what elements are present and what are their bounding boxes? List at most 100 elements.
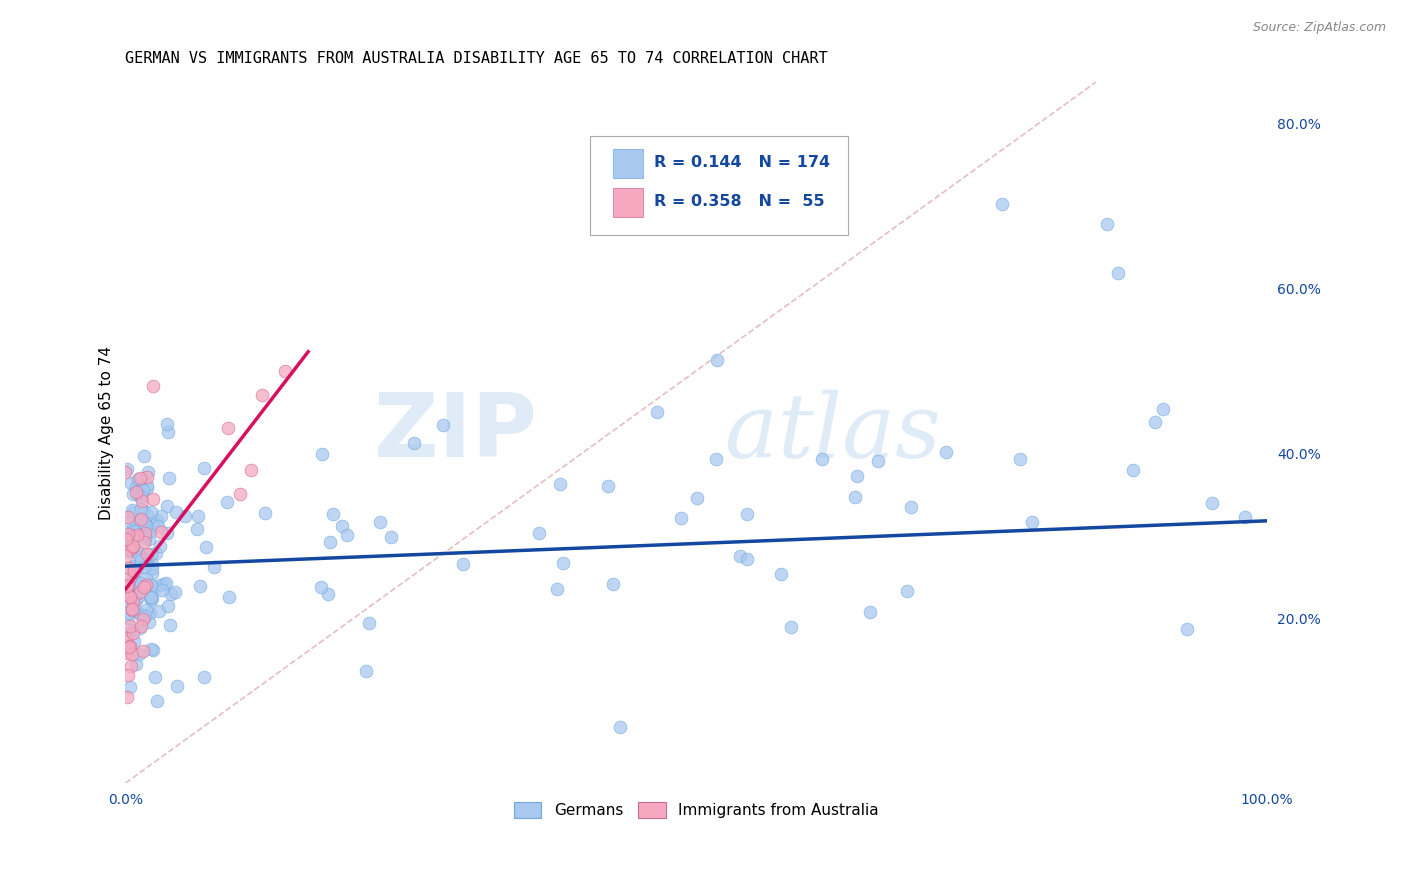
- Point: [1201, 496, 1223, 510]
- Point: [319, 534, 342, 549]
- Point: [125, 604, 148, 618]
- Point: [316, 587, 339, 601]
- Point: [174, 508, 197, 523]
- Point: [380, 530, 402, 544]
- Point: [735, 552, 758, 566]
- Point: [135, 508, 157, 522]
- Point: [118, 533, 141, 547]
- Point: [142, 643, 165, 657]
- Point: [117, 668, 139, 682]
- Point: [121, 503, 143, 517]
- Point: [122, 564, 145, 578]
- Point: [274, 364, 297, 378]
- Point: [139, 590, 162, 604]
- Text: GERMAN VS IMMIGRANTS FROM AUSTRALIA DISABILITY AGE 65 TO 74 CORRELATION CHART: GERMAN VS IMMIGRANTS FROM AUSTRALIA DISA…: [125, 51, 828, 66]
- Point: [122, 505, 145, 519]
- Point: [117, 531, 139, 545]
- Point: [132, 550, 155, 565]
- Point: [115, 646, 138, 660]
- Point: [311, 580, 333, 594]
- Point: [135, 519, 157, 533]
- Point: [336, 528, 359, 542]
- Point: [156, 499, 179, 513]
- Point: [118, 541, 141, 556]
- Point: [129, 619, 152, 633]
- Point: [858, 605, 880, 619]
- Point: [121, 560, 143, 574]
- Point: [141, 561, 163, 575]
- Point: [118, 514, 141, 528]
- Point: [935, 445, 957, 459]
- Point: [1010, 452, 1032, 467]
- Point: [143, 580, 166, 594]
- Point: [546, 582, 568, 596]
- Point: [142, 378, 165, 392]
- Point: [1107, 266, 1129, 280]
- Point: [218, 590, 240, 604]
- Point: [115, 579, 138, 593]
- Point: [188, 579, 211, 593]
- Point: [117, 560, 139, 574]
- Text: atlas: atlas: [725, 389, 941, 476]
- Point: [132, 516, 155, 531]
- Point: [125, 516, 148, 530]
- Point: [128, 549, 150, 563]
- Point: [131, 493, 153, 508]
- Point: [128, 484, 150, 499]
- Point: [145, 512, 167, 526]
- Point: [125, 480, 148, 494]
- Point: [359, 616, 381, 631]
- Point: [669, 511, 692, 525]
- Point: [1152, 401, 1174, 416]
- Point: [127, 559, 149, 574]
- Point: [163, 585, 186, 599]
- Point: [127, 545, 149, 559]
- Point: [354, 664, 377, 678]
- Point: [121, 529, 143, 543]
- Point: [141, 593, 163, 607]
- Point: [129, 576, 152, 591]
- Point: [141, 505, 163, 519]
- Point: [166, 679, 188, 693]
- Point: [122, 524, 145, 538]
- Point: [1144, 415, 1167, 429]
- Point: [844, 490, 866, 504]
- Point: [115, 532, 138, 546]
- Point: [139, 524, 162, 538]
- Point: [127, 488, 149, 502]
- Point: [117, 606, 139, 620]
- Point: [127, 591, 149, 605]
- Point: [156, 425, 179, 439]
- Point: [160, 587, 183, 601]
- Point: [117, 510, 139, 524]
- Point: [118, 639, 141, 653]
- Point: [149, 578, 172, 592]
- Point: [141, 591, 163, 606]
- Point: [990, 197, 1012, 211]
- Point: [146, 693, 169, 707]
- Point: [402, 436, 425, 450]
- Point: [704, 452, 727, 467]
- Point: [132, 560, 155, 574]
- Point: [735, 507, 758, 521]
- Point: [134, 526, 156, 541]
- Point: [609, 720, 631, 734]
- Point: [1095, 217, 1118, 231]
- Point: [121, 603, 143, 617]
- Point: [135, 603, 157, 617]
- Point: [125, 484, 148, 499]
- Point: [645, 405, 668, 419]
- Point: [127, 520, 149, 534]
- Point: [866, 453, 889, 467]
- Point: [142, 491, 165, 506]
- Point: [121, 602, 143, 616]
- FancyBboxPatch shape: [591, 136, 848, 235]
- Point: [141, 566, 163, 581]
- Text: R = 0.358   N =  55: R = 0.358 N = 55: [654, 194, 825, 210]
- Point: [1122, 463, 1144, 477]
- Point: [136, 482, 159, 496]
- Point: [551, 556, 574, 570]
- Point: [129, 511, 152, 525]
- Point: [136, 477, 159, 491]
- Point: [141, 642, 163, 657]
